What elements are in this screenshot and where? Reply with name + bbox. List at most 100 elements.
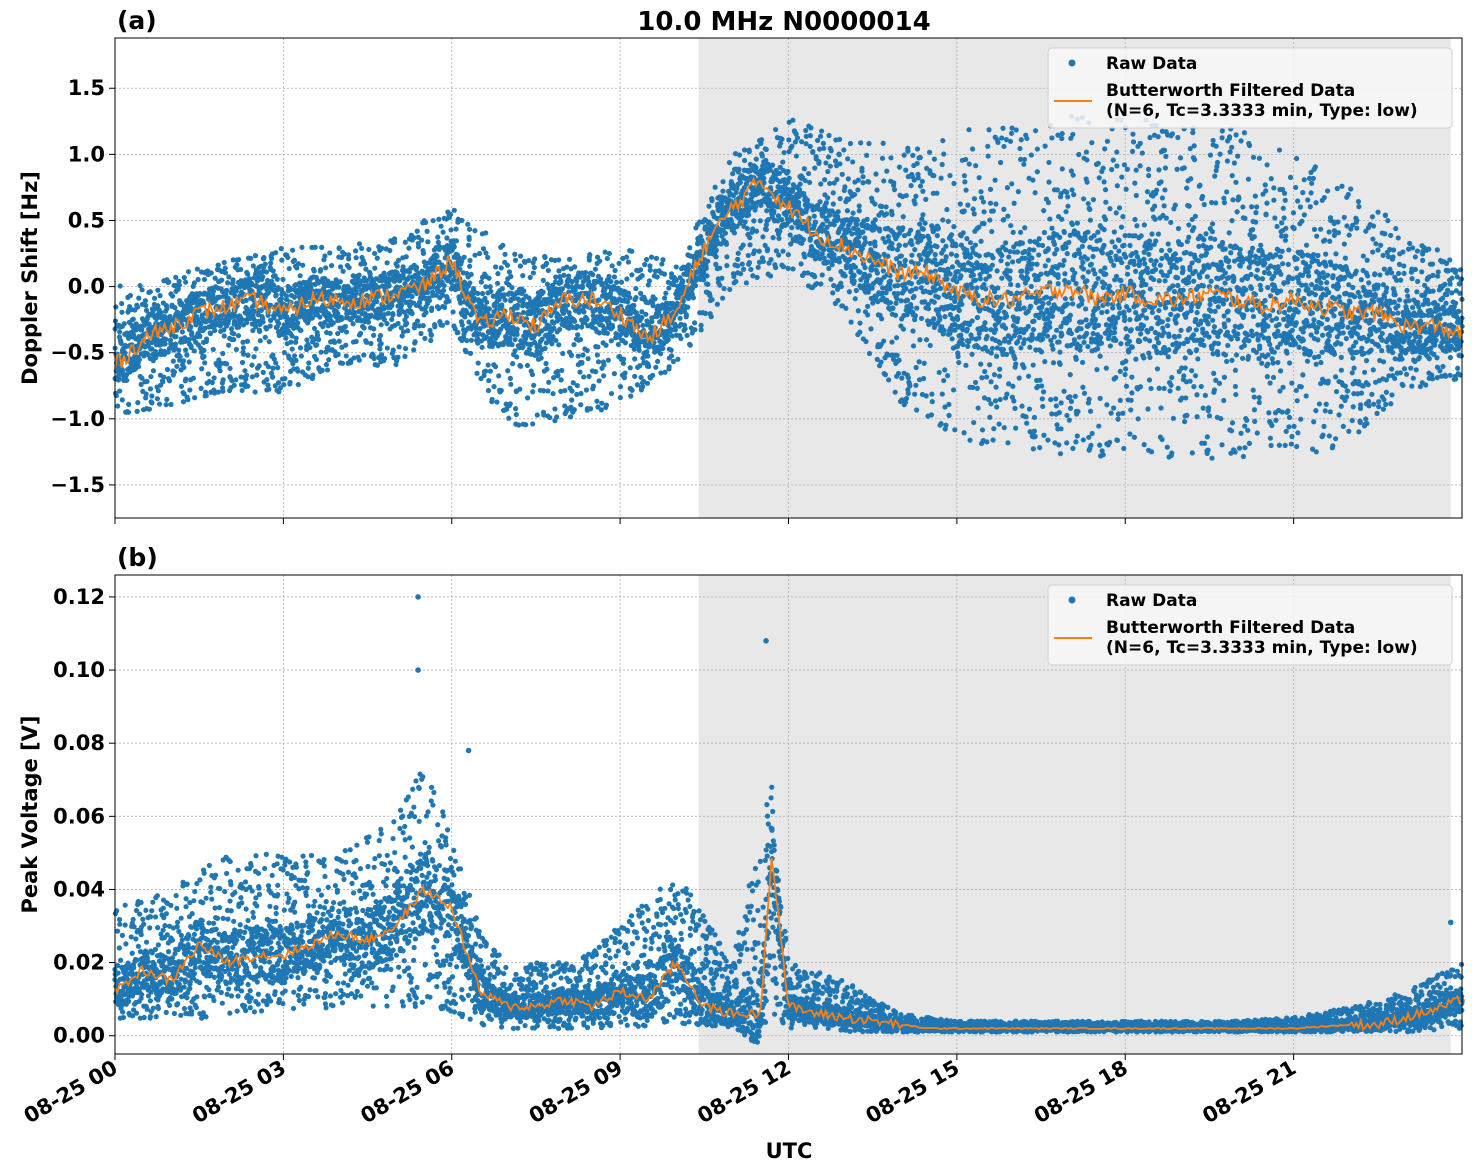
raw-data-point	[542, 254, 548, 260]
raw-data-point	[174, 363, 180, 369]
raw-data-point	[909, 252, 915, 258]
raw-data-point	[917, 337, 923, 343]
raw-data-point	[122, 350, 128, 356]
raw-data-point	[620, 356, 627, 362]
raw-data-point	[827, 180, 833, 187]
raw-data-point	[125, 409, 132, 415]
raw-data-point	[857, 269, 863, 275]
raw-data-point	[318, 349, 324, 355]
raw-data-point	[235, 333, 242, 339]
raw-data-point	[402, 353, 408, 359]
raw-data-point	[692, 320, 698, 326]
raw-data-point	[485, 387, 492, 394]
raw-data-point	[836, 151, 842, 157]
raw-data-point	[451, 207, 457, 213]
raw-data-point	[948, 232, 955, 238]
raw-data-point	[281, 349, 288, 356]
raw-data-point	[290, 247, 296, 253]
raw-data-point	[637, 267, 644, 273]
raw-data-point	[971, 211, 977, 217]
raw-data-point	[517, 263, 523, 269]
raw-data-point	[579, 284, 585, 291]
raw-data-point	[888, 155, 894, 161]
raw-data-point	[847, 140, 854, 147]
raw-data-point	[913, 193, 919, 199]
raw-data-point	[135, 363, 142, 370]
raw-data-point	[627, 295, 633, 301]
raw-data-point	[479, 290, 486, 297]
raw-data-point	[830, 190, 836, 196]
raw-data-point	[826, 132, 832, 139]
raw-data-point	[846, 289, 852, 295]
raw-data-point	[342, 323, 349, 330]
raw-data-point	[717, 265, 723, 271]
raw-data-point	[430, 218, 436, 224]
raw-data-point	[484, 299, 490, 305]
raw-data-point	[252, 389, 258, 395]
raw-data-point	[219, 277, 225, 283]
raw-data-point	[892, 312, 899, 318]
raw-data-point	[281, 382, 287, 388]
raw-data-point	[578, 390, 584, 397]
raw-data-point	[359, 245, 365, 252]
raw-data-point	[943, 422, 949, 428]
raw-data-point	[440, 287, 447, 293]
raw-data-point	[736, 166, 742, 172]
raw-data-point	[571, 341, 577, 348]
raw-data-point	[575, 332, 581, 338]
raw-data-point	[830, 201, 836, 207]
raw-data-point	[960, 341, 966, 348]
raw-data-point	[918, 256, 924, 262]
raw-data-point	[926, 239, 933, 245]
raw-data-point	[176, 282, 183, 288]
raw-data-point	[327, 313, 334, 319]
raw-data-point	[339, 316, 345, 322]
raw-data-point	[719, 275, 725, 281]
raw-data-point	[173, 334, 179, 340]
raw-data-point	[818, 281, 824, 287]
raw-data-point	[737, 271, 744, 277]
raw-data-point	[435, 234, 441, 240]
raw-data-point	[406, 245, 412, 251]
raw-data-point	[295, 368, 301, 374]
raw-data-point	[559, 367, 565, 374]
raw-data-point	[817, 199, 823, 205]
raw-data-point	[556, 257, 562, 263]
raw-data-point	[478, 279, 484, 285]
raw-data-point	[384, 260, 390, 266]
raw-data-point	[856, 208, 862, 214]
raw-data-point	[872, 243, 878, 249]
raw-data-point	[942, 314, 948, 320]
raw-data-point	[496, 373, 502, 379]
raw-data-point	[436, 216, 442, 222]
raw-data-point	[692, 327, 698, 333]
raw-data-point	[926, 149, 933, 155]
raw-data-point	[654, 274, 660, 280]
raw-data-point	[366, 246, 372, 253]
raw-data-point	[485, 254, 491, 261]
raw-data-point	[785, 168, 791, 175]
raw-data-point	[667, 326, 673, 332]
raw-data-point	[389, 303, 395, 309]
raw-data-point	[377, 333, 384, 339]
raw-data-point	[124, 377, 130, 383]
raw-data-point	[931, 316, 937, 322]
raw-data-point	[944, 276, 950, 282]
raw-data-point	[949, 264, 956, 270]
raw-data-point	[743, 280, 749, 286]
raw-data-point	[405, 328, 411, 334]
raw-data-point	[390, 347, 396, 353]
raw-data-point	[969, 318, 975, 324]
raw-data-point	[958, 332, 964, 338]
raw-data-point	[208, 270, 214, 276]
raw-data-point	[961, 430, 967, 436]
raw-data-point	[138, 381, 144, 387]
raw-data-point	[890, 305, 896, 311]
raw-data-point	[509, 342, 515, 348]
raw-data-point	[900, 225, 906, 231]
raw-data-point	[464, 337, 470, 344]
raw-data-point	[263, 269, 269, 275]
raw-data-point	[892, 389, 898, 395]
raw-data-point	[680, 278, 686, 284]
raw-data-point	[224, 361, 230, 367]
